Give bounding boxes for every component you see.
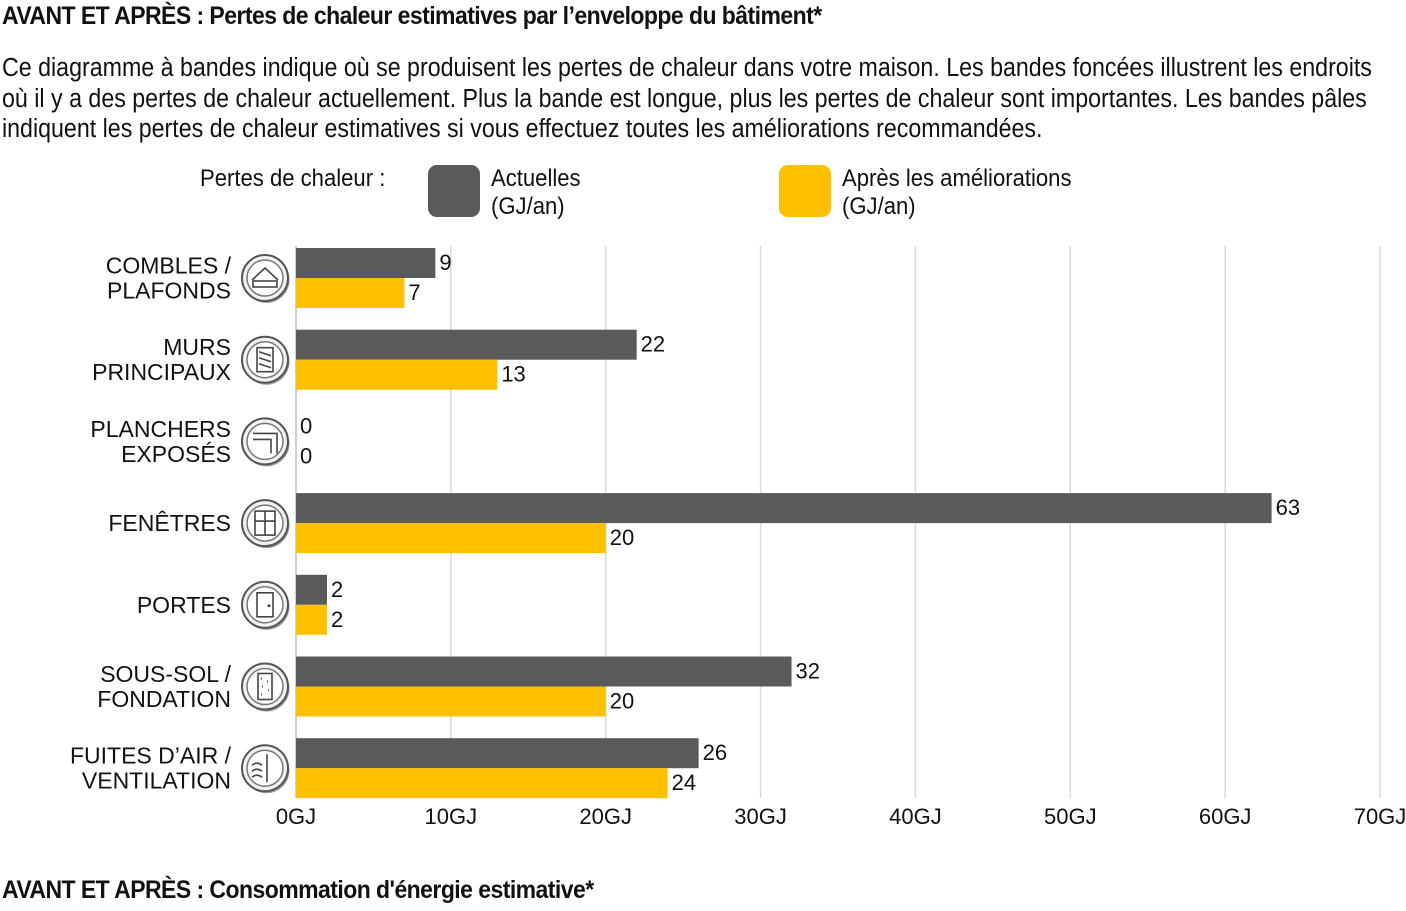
- x-tick-label: 50GJ: [1044, 804, 1097, 829]
- bar-current: [296, 493, 1272, 524]
- category-label: MURS: [163, 334, 231, 360]
- value-label-after: 13: [501, 362, 525, 387]
- x-tick-label: 60GJ: [1199, 804, 1252, 829]
- category-label: PLANCHERS: [90, 416, 231, 442]
- chart-description: Ce diagramme à bandes indique où se prod…: [2, 54, 1372, 143]
- value-label-current: 26: [703, 740, 727, 765]
- bar-current: [296, 574, 327, 605]
- category-label: FUITES D’AIR /: [70, 743, 232, 769]
- heat-loss-bar-chart: 0GJ 10GJ 20GJ 30GJ 40GJ 50GJ 60GJ 70GJ COMBLES /…: [70, 246, 1406, 829]
- value-label-current: 2: [331, 577, 343, 602]
- attic-icon: [241, 254, 290, 303]
- bar-current: [296, 656, 792, 687]
- bar-current: [296, 738, 699, 769]
- legend-current-line2: (GJ/an): [491, 193, 565, 220]
- door-icon: [241, 580, 290, 630]
- category-label: FENÊTRES: [108, 510, 231, 536]
- value-label-current: 63: [1276, 495, 1300, 520]
- legend-text-after: Après les améliorations (GJ/an): [842, 165, 1071, 221]
- chart-title: AVANT ET APRÈS : Pertes de chaleur estim…: [2, 2, 822, 30]
- category-label: FONDATION: [97, 686, 231, 712]
- category-label: PRINCIPAUX: [92, 359, 231, 385]
- value-label-after: 0: [300, 443, 312, 468]
- floor-icon: [241, 417, 290, 467]
- x-tick-label: 20GJ: [579, 804, 632, 829]
- category-label: SOUS-SOL /: [100, 661, 231, 687]
- bar-current: [296, 329, 637, 360]
- value-label-after: 7: [408, 280, 420, 305]
- bar-after: [296, 359, 498, 390]
- bar-after: [296, 686, 606, 717]
- value-label-current: 32: [796, 659, 820, 684]
- x-tick-label: 0GJ: [276, 804, 316, 829]
- category-label: PLAFONDS: [107, 278, 231, 304]
- value-label-after: 20: [610, 689, 634, 714]
- x-tick-label: 40GJ: [889, 804, 942, 829]
- category-label: PORTES: [137, 592, 231, 618]
- category-label: EXPOSÉS: [121, 441, 231, 467]
- value-label-after: 2: [331, 607, 343, 632]
- x-tick-label: 70GJ: [1354, 804, 1406, 829]
- wall-icon: [241, 335, 290, 385]
- legend-current-line1: Actuelles: [491, 165, 581, 192]
- x-tick-label: 30GJ: [734, 804, 787, 829]
- bar-after: [296, 768, 668, 799]
- legend-text-current: Actuelles (GJ/an): [491, 165, 581, 221]
- legend-after-line2: (GJ/an): [842, 193, 916, 220]
- legend-swatch-current: [428, 165, 480, 217]
- window-icon: [241, 499, 290, 549]
- legend-swatch-after: [779, 165, 831, 217]
- value-label-after: 24: [672, 770, 696, 795]
- value-label-after: 20: [610, 525, 634, 550]
- bar-after: [296, 523, 606, 554]
- value-label-current: 22: [641, 332, 665, 357]
- x-tick-label: 10GJ: [425, 804, 478, 829]
- category-label: VENTILATION: [82, 768, 231, 794]
- bar-after: [296, 278, 405, 308]
- bar-after: [296, 604, 327, 635]
- category-label: COMBLES /: [106, 253, 232, 279]
- bar-current: [296, 248, 436, 278]
- legend-after-line1: Après les améliorations: [842, 165, 1072, 192]
- value-label-current: 0: [300, 413, 312, 438]
- ventilation-icon: [241, 744, 290, 794]
- foundation-icon: [241, 662, 290, 712]
- value-label-current: 9: [439, 250, 451, 275]
- next-section-title: AVANT ET APRÈS : Consommation d'énergie …: [2, 876, 594, 904]
- legend-label: Pertes de chaleur :: [200, 165, 386, 192]
